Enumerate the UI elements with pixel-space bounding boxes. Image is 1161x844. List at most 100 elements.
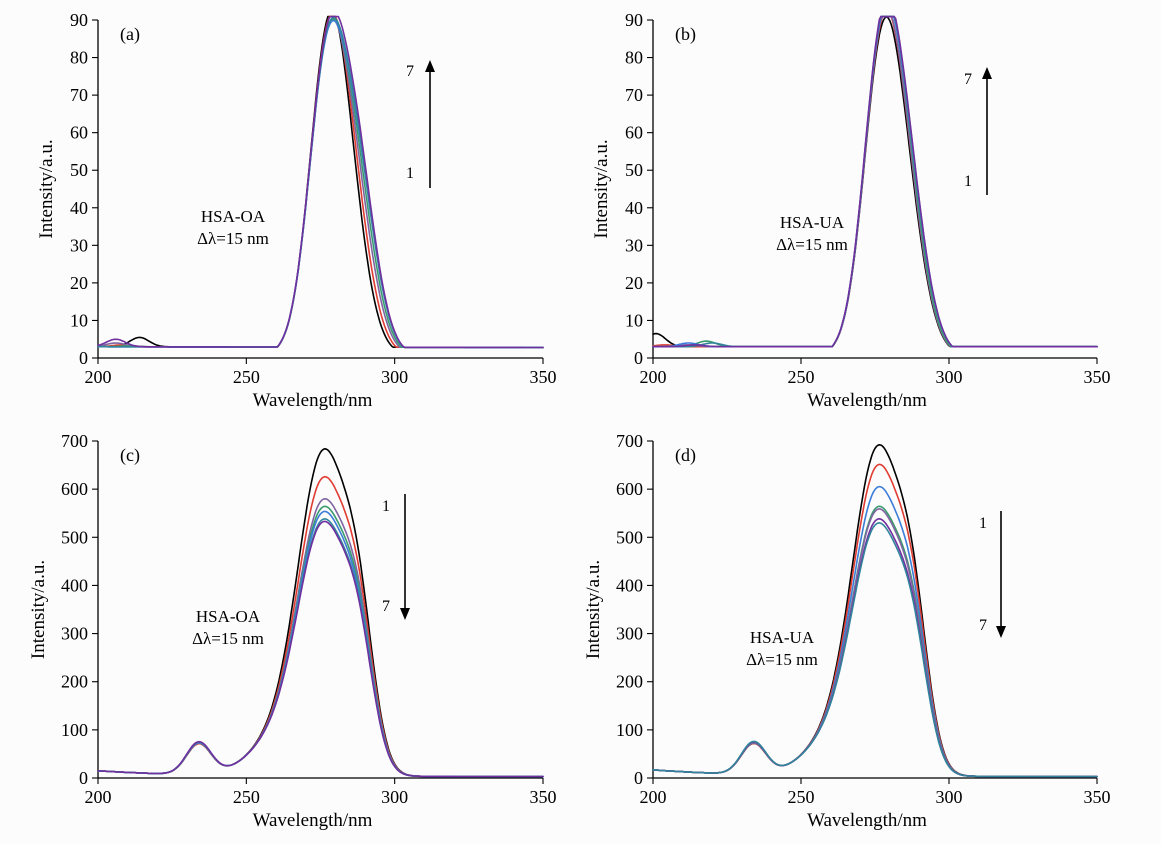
series-line-1 — [652, 444, 1098, 778]
y-tick-label: 70 — [625, 85, 643, 105]
x-tick-label: 250 — [788, 367, 815, 387]
chart-panel-d: 0 100 200 300 400 500 600 700 200 250 300 350 Wavele… — [583, 431, 1111, 831]
x-tick-label: 300 — [381, 367, 408, 387]
x-tick-label: 200 — [640, 787, 667, 807]
y-tick-label: 400 — [61, 575, 88, 595]
arrow-end-label: 7 — [406, 63, 414, 80]
y-tick-label: 500 — [616, 527, 643, 547]
y-tick-label: 0 — [79, 768, 88, 788]
series-line-5 — [97, 510, 544, 778]
y-tick-label: 80 — [70, 48, 88, 68]
y-tick-label: 200 — [61, 672, 88, 692]
x-axis-title: Wavelength/nm — [253, 810, 373, 831]
x-tick-label: 350 — [1084, 367, 1111, 387]
annotation-text: Δλ=15 nm — [197, 229, 269, 248]
series-line-7 — [97, 15, 544, 349]
arrow-end-label: 7 — [382, 598, 390, 615]
series-line-6 — [652, 518, 1098, 778]
y-tick-label: 500 — [61, 527, 88, 547]
trend-arrow-head — [996, 626, 1006, 638]
series-line-5 — [652, 508, 1098, 778]
series-line-3 — [97, 498, 544, 778]
series-line-7 — [97, 520, 544, 778]
y-tick-label: 60 — [625, 123, 643, 143]
x-tick-label: 250 — [233, 787, 260, 807]
y-tick-label: 10 — [625, 310, 643, 330]
x-tick-label: 350 — [1084, 787, 1111, 807]
x-tick-label: 350 — [530, 367, 557, 387]
series-line-7 — [652, 15, 1098, 348]
y-tick-label: 0 — [634, 768, 643, 788]
y-tick-label: 0 — [79, 348, 88, 368]
y-tick-label: 100 — [616, 720, 643, 740]
x-axis-title: Wavelength/nm — [807, 390, 927, 411]
series-line-1 — [652, 16, 1098, 348]
arrow-start-label: 1 — [979, 515, 987, 532]
annotation-text: Δλ=15 nm — [192, 629, 264, 648]
chart-panel-b: 0 10 20 30 40 50 60 70 80 90 200 250 300 350 Wavelengt… — [591, 10, 1111, 411]
y-tick-label: 0 — [634, 348, 643, 368]
x-tick-label: 200 — [85, 367, 112, 387]
y-tick-label: 90 — [70, 10, 88, 30]
y-tick-label: 700 — [616, 431, 643, 451]
annotation-text: HSA-OA — [196, 607, 261, 626]
annotation-text: Δλ=15 nm — [746, 650, 818, 669]
y-tick-label: 200 — [616, 672, 643, 692]
chart-panel-a: 0 10 20 30 40 50 60 70 80 90 200 250 300 350 Wavelengt… — [36, 10, 557, 411]
arrow-end-label: 7 — [964, 71, 972, 88]
y-tick-label: 40 — [625, 198, 643, 218]
y-tick-label: 100 — [61, 720, 88, 740]
y-tick-label: 90 — [625, 10, 643, 30]
y-tick-label: 80 — [625, 48, 643, 68]
annotation-text: HSA-UA — [780, 213, 845, 232]
series-line-7 — [652, 522, 1098, 778]
y-tick-label: 60 — [70, 123, 88, 143]
panel-label: (d) — [675, 445, 696, 466]
chart-panel-c: 0 100 200 300 400 500 600 700 200 250 300 350 Wavele… — [28, 431, 557, 831]
x-tick-label: 350 — [530, 787, 557, 807]
y-tick-label: 30 — [625, 235, 643, 255]
arrow-start-label: 1 — [382, 498, 390, 515]
x-tick-label: 300 — [936, 787, 963, 807]
trend-arrow-head — [982, 67, 992, 79]
y-tick-label: 400 — [616, 575, 643, 595]
x-axis-title: Wavelength/nm — [253, 390, 373, 411]
panel-label: (c) — [120, 445, 140, 466]
y-tick-label: 20 — [70, 273, 88, 293]
annotation-text: HSA-OA — [201, 207, 266, 226]
y-axis-title: Intensity/a.u. — [28, 560, 49, 659]
y-tick-label: 30 — [70, 235, 88, 255]
y-tick-label: 40 — [70, 198, 88, 218]
y-axis-title: Intensity/a.u. — [583, 560, 604, 659]
x-tick-label: 300 — [381, 787, 408, 807]
panel-label: (a) — [120, 24, 140, 45]
y-tick-label: 300 — [61, 624, 88, 644]
series-line-4 — [652, 505, 1098, 778]
trend-arrow-head — [400, 608, 410, 620]
x-tick-label: 300 — [936, 367, 963, 387]
x-axis-title: Wavelength/nm — [807, 810, 927, 831]
annotation-text: Δλ=15 nm — [776, 235, 848, 254]
x-tick-label: 200 — [640, 367, 667, 387]
y-tick-label: 700 — [61, 431, 88, 451]
series-line-6 — [97, 518, 544, 778]
arrow-end-label: 7 — [979, 617, 987, 634]
arrow-start-label: 1 — [406, 165, 414, 182]
y-tick-label: 600 — [616, 479, 643, 499]
series-line-3 — [652, 485, 1098, 778]
y-axis-title: Intensity/a.u. — [36, 139, 57, 238]
arrow-start-label: 1 — [964, 173, 972, 190]
y-tick-label: 70 — [70, 85, 88, 105]
y-tick-label: 600 — [61, 479, 88, 499]
y-tick-label: 50 — [70, 160, 88, 180]
y-tick-label: 20 — [625, 273, 643, 293]
y-tick-label: 50 — [625, 160, 643, 180]
y-tick-label: 300 — [616, 624, 643, 644]
x-tick-label: 200 — [85, 787, 112, 807]
series-line-4 — [97, 505, 544, 778]
y-tick-label: 10 — [70, 310, 88, 330]
x-tick-label: 250 — [233, 367, 260, 387]
trend-arrow-head — [425, 60, 435, 72]
series-line-1 — [97, 448, 544, 778]
